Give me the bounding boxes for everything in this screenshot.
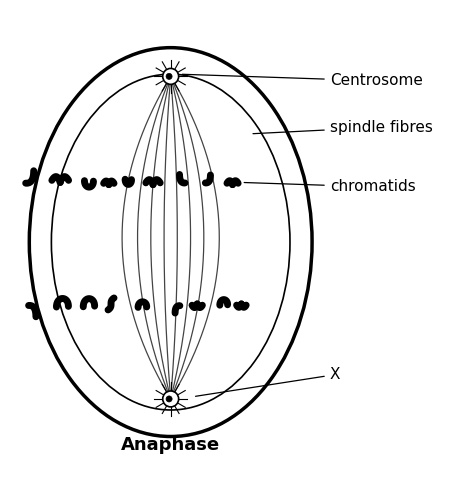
Text: spindle fibres: spindle fibres xyxy=(253,120,433,135)
Text: Centrosome: Centrosome xyxy=(182,73,423,88)
Circle shape xyxy=(166,396,172,402)
Text: X: X xyxy=(196,367,340,396)
Circle shape xyxy=(163,69,179,84)
Text: Anaphase: Anaphase xyxy=(121,436,220,454)
Circle shape xyxy=(163,391,179,407)
Text: chromatids: chromatids xyxy=(244,179,415,194)
Circle shape xyxy=(166,73,172,79)
